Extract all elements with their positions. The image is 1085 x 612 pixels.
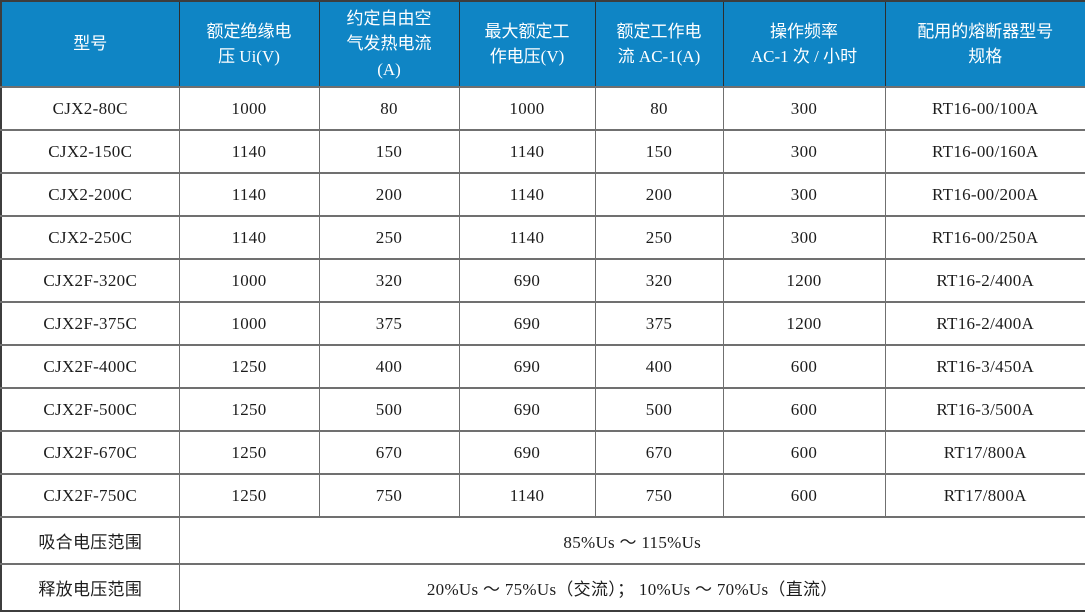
value-cell: 300 xyxy=(722,86,886,131)
table-row: CJX2F-500C 1250 500 690 500 600 RT16-3/500A xyxy=(0,387,1085,432)
column-header-op-frequency: 操作频率 AC-1 次 / 小时 xyxy=(722,0,886,88)
value-cell: 670 xyxy=(594,430,724,475)
model-cell: CJX2-150C xyxy=(0,129,180,174)
column-header-insulation-volt: 额定绝缘电 压 Ui(V) xyxy=(178,0,320,88)
table-row: CJX2-250C 1140 250 1140 250 300 RT16-00/250A xyxy=(0,215,1085,260)
value-cell: 1140 xyxy=(458,473,596,518)
table-row: CJX2F-320C 1000 320 690 320 1200 RT16-2/400A xyxy=(0,258,1085,303)
value-cell: 400 xyxy=(594,344,724,389)
table-row: CJX2-200C 1140 200 1140 200 300 RT16-00/200A xyxy=(0,172,1085,217)
column-header-model: 型号 xyxy=(0,0,180,88)
model-cell: CJX2F-750C xyxy=(0,473,180,518)
value-cell: 690 xyxy=(458,387,596,432)
table-row: CJX2F-400C 1250 400 690 400 600 RT16-3/450A xyxy=(0,344,1085,389)
value-cell: 1140 xyxy=(178,129,320,174)
value-cell: 1200 xyxy=(722,301,886,346)
value-cell: 320 xyxy=(594,258,724,303)
model-cell: CJX2-80C xyxy=(0,86,180,131)
value-cell: 1250 xyxy=(178,430,320,475)
value-cell: RT16-3/500A xyxy=(884,387,1085,432)
table-row: CJX2F-750C 1250 750 1140 750 600 RT17/800A xyxy=(0,473,1085,518)
value-cell: 600 xyxy=(722,387,886,432)
value-cell: RT16-00/100A xyxy=(884,86,1085,131)
value-cell: RT16-2/400A xyxy=(884,258,1085,303)
value-cell: 1250 xyxy=(178,344,320,389)
model-cell: CJX2F-320C xyxy=(0,258,180,303)
value-cell: 670 xyxy=(318,430,460,475)
value-cell: 300 xyxy=(722,172,886,217)
model-cell: CJX2F-500C xyxy=(0,387,180,432)
value-cell: 80 xyxy=(318,86,460,131)
value-cell: RT16-00/200A xyxy=(884,172,1085,217)
value-cell: 1140 xyxy=(458,215,596,260)
model-cell: CJX2-250C xyxy=(0,215,180,260)
value-cell: 300 xyxy=(722,215,886,260)
value-cell: 1000 xyxy=(178,301,320,346)
value-cell: 500 xyxy=(318,387,460,432)
value-cell: 690 xyxy=(458,258,596,303)
column-header-thermal-current: 约定自由空 气发热电流 (A) xyxy=(318,0,460,88)
value-cell: 1140 xyxy=(178,172,320,217)
model-cell: CJX2F-400C xyxy=(0,344,180,389)
value-cell: 1140 xyxy=(458,129,596,174)
value-cell: 600 xyxy=(722,473,886,518)
value-cell: 250 xyxy=(594,215,724,260)
value-cell: 690 xyxy=(458,344,596,389)
table-row: CJX2-80C 1000 80 1000 80 300 RT16-00/100A xyxy=(0,86,1085,131)
value-cell: 1250 xyxy=(178,473,320,518)
value-cell: 750 xyxy=(318,473,460,518)
value-cell: 320 xyxy=(318,258,460,303)
table-row: CJX2-150C 1140 150 1140 150 300 RT16-00/160A xyxy=(0,129,1085,174)
value-cell: 1000 xyxy=(178,258,320,303)
row-label-release-voltage: 释放电压范围 xyxy=(0,563,180,612)
table-row: CJX2F-670C 1250 670 690 670 600 RT17/800A xyxy=(0,430,1085,475)
value-cell: 200 xyxy=(318,172,460,217)
value-cell: 690 xyxy=(458,301,596,346)
value-cell: 1140 xyxy=(458,172,596,217)
value-cell: 500 xyxy=(594,387,724,432)
value-cell: RT16-00/160A xyxy=(884,129,1085,174)
value-cell: RT16-00/250A xyxy=(884,215,1085,260)
value-cell: RT17/800A xyxy=(884,430,1085,475)
value-cell: 375 xyxy=(594,301,724,346)
value-cell: 1250 xyxy=(178,387,320,432)
value-cell: 1000 xyxy=(178,86,320,131)
value-cell: 690 xyxy=(458,430,596,475)
row-label-pickup-voltage: 吸合电压范围 xyxy=(0,516,180,565)
release-voltage-value: 20%Us ～ 75%Us（交流）； 10%Us ～ 70%Us（直流） xyxy=(178,563,1085,612)
footer-row-release-voltage: 释放电压范围 20%Us ～ 75%Us（交流）； 10%Us ～ 70%Us（… xyxy=(0,563,1085,612)
value-cell: 80 xyxy=(594,86,724,131)
value-cell: 300 xyxy=(722,129,886,174)
column-header-rated-current: 额定工作电 流 AC-1(A) xyxy=(594,0,724,88)
value-cell: 150 xyxy=(594,129,724,174)
pickup-voltage-value: 85%Us ～ 115%Us xyxy=(178,516,1085,565)
column-header-fuse-spec: 配用的熔断器型号 规格 xyxy=(884,0,1085,88)
column-header-max-volt: 最大额定工 作电压(V) xyxy=(458,0,596,88)
value-cell: 600 xyxy=(722,430,886,475)
value-cell: 150 xyxy=(318,129,460,174)
value-cell: 375 xyxy=(318,301,460,346)
value-cell: 250 xyxy=(318,215,460,260)
footer-row-pickup-voltage: 吸合电压范围 85%Us ～ 115%Us xyxy=(0,516,1085,565)
header-row: 型号 额定绝缘电 压 Ui(V) 约定自由空 气发热电流 (A) 最大额定工 作… xyxy=(0,0,1085,88)
model-cell: CJX2-200C xyxy=(0,172,180,217)
value-cell: 200 xyxy=(594,172,724,217)
table-row: CJX2F-375C 1000 375 690 375 1200 RT16-2/400A xyxy=(0,301,1085,346)
value-cell: 600 xyxy=(722,344,886,389)
model-cell: CJX2F-670C xyxy=(0,430,180,475)
model-cell: CJX2F-375C xyxy=(0,301,180,346)
value-cell: 1140 xyxy=(178,215,320,260)
value-cell: RT16-2/400A xyxy=(884,301,1085,346)
value-cell: 750 xyxy=(594,473,724,518)
value-cell: 400 xyxy=(318,344,460,389)
value-cell: RT17/800A xyxy=(884,473,1085,518)
value-cell: 1200 xyxy=(722,258,886,303)
value-cell: 1000 xyxy=(458,86,596,131)
value-cell: RT16-3/450A xyxy=(884,344,1085,389)
